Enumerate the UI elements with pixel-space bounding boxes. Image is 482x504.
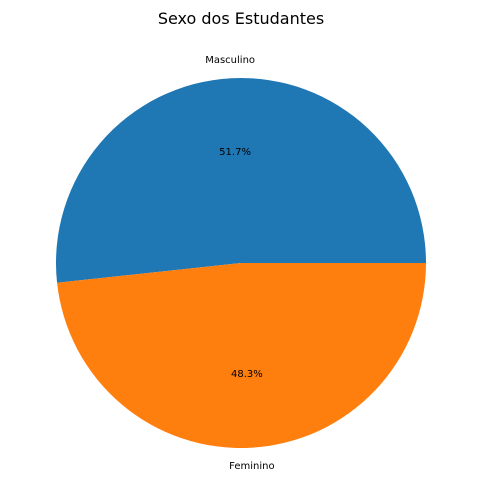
slice-percent-feminino: 48.3%: [231, 369, 263, 380]
slice-label-feminino: Feminino: [229, 461, 274, 472]
pie-slices: [55, 77, 427, 448]
slice-percent-masculino: 51.7%: [219, 147, 251, 158]
pie-labels: Masculino 51.7% Feminino 48.3%: [205, 55, 274, 472]
pie-slice-feminino: [57, 263, 427, 448]
pie-slice-masculino: [55, 77, 426, 283]
chart-title: Sexo dos Estudantes: [158, 9, 324, 28]
slice-label-masculino: Masculino: [205, 55, 255, 66]
